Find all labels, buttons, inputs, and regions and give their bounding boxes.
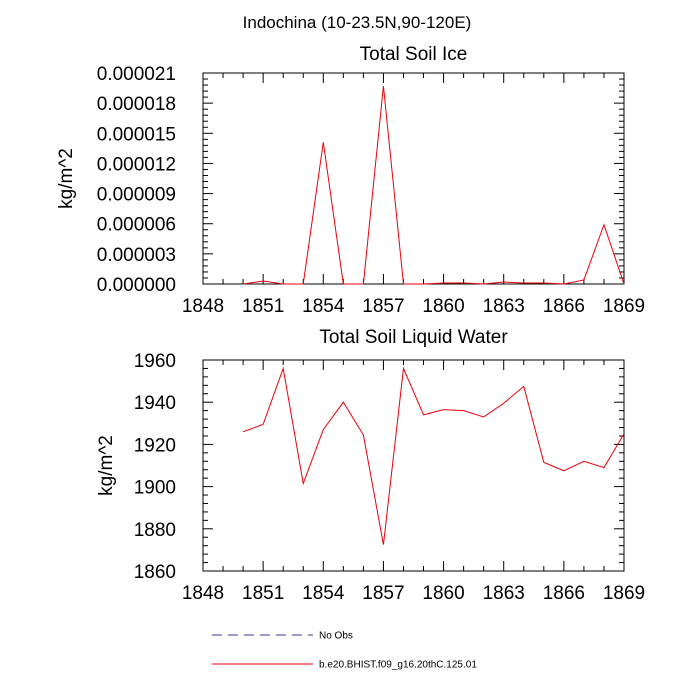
legend-label-no-obs: No Obs (319, 631, 353, 642)
x-tick-label: 1857 (362, 583, 404, 604)
panel-title: Total Soil Ice (360, 44, 468, 65)
figure-title: Indochina (10-23.5N,90-120E) (243, 13, 472, 32)
y-tick-label: 0.000015 (97, 124, 176, 145)
y-tick-label: 0.000012 (97, 154, 176, 175)
x-tick-label: 1854 (302, 296, 345, 317)
x-tick-label: 1848 (182, 583, 224, 604)
plot-frame (202, 72, 625, 285)
y-tick-label: 1900 (134, 478, 176, 499)
y-tick-label: 0.000006 (97, 215, 176, 236)
series-line (243, 86, 625, 285)
panel-total-soil-liquid-water: Total Soil Liquid Water kg/m^2 1848 1851 185… (96, 327, 645, 604)
x-tick-label: 1866 (543, 296, 585, 317)
y-tick-label: 1940 (134, 393, 176, 414)
panel-total-soil-ice: Total Soil Ice kg/m^2 1848 1851 1854 1857 1860… (56, 44, 645, 317)
x-tick-label: 1866 (543, 583, 585, 604)
x-tick-label: 1869 (603, 296, 645, 317)
x-tick-label: 1863 (483, 296, 525, 317)
y-tick-label: 1920 (134, 435, 176, 456)
plot-frame (202, 359, 625, 572)
legend: No Obs b.e20.BHIST.f09_g16.20thC.125.01 (212, 631, 477, 671)
y-tick-label: 1880 (134, 520, 176, 541)
y-tick-label: 0.000018 (97, 94, 176, 115)
y-axis-label: kg/m^2 (56, 148, 77, 209)
x-tick-label: 1848 (182, 296, 224, 317)
x-tick-label: 1869 (603, 583, 645, 604)
y-tick-label: 0.000009 (97, 185, 176, 206)
legend-label-model-run: b.e20.BHIST.f09_g16.20thC.125.01 (319, 660, 477, 671)
x-tick-label: 1854 (302, 583, 345, 604)
y-tick-label: 1860 (134, 562, 176, 583)
y-tick-label: 0.000003 (97, 245, 176, 266)
y-tick-label: 1960 (134, 351, 176, 372)
series-line (242, 366, 625, 545)
x-tick-label: 1860 (422, 583, 464, 604)
x-tick-label: 1851 (242, 296, 284, 317)
y-tick-label: 0.000021 (97, 64, 176, 85)
panel-title: Total Soil Liquid Water (319, 327, 508, 348)
x-tick-label: 1860 (422, 296, 464, 317)
x-tick-label: 1851 (242, 583, 284, 604)
x-tick-label: 1857 (362, 296, 404, 317)
y-axis-label: kg/m^2 (96, 435, 117, 496)
y-tick-label: 0.000000 (97, 275, 176, 296)
x-tick-label: 1863 (483, 583, 525, 604)
